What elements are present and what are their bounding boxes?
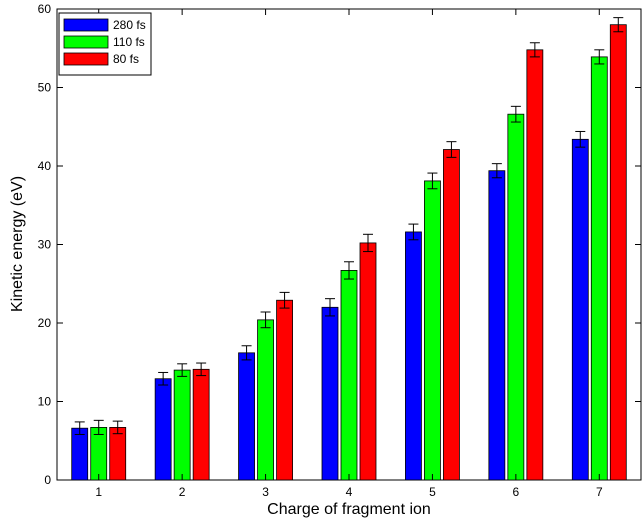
legend-label: 280 fs	[113, 18, 146, 32]
x-tick-label: 5	[429, 485, 436, 499]
x-tick-label: 3	[262, 485, 269, 499]
y-tick-label: 40	[38, 159, 52, 173]
x-tick-label: 6	[513, 485, 520, 499]
x-tick-label: 4	[346, 485, 353, 499]
bar	[443, 149, 460, 481]
bar	[405, 231, 422, 481]
y-tick-label: 20	[38, 316, 52, 330]
bar	[507, 113, 525, 481]
y-tick-label: 50	[38, 81, 52, 95]
y-tick-label: 30	[38, 238, 52, 252]
legend-swatch	[63, 52, 109, 66]
axes-layer: 0 10 20 30 40 50 60 1 2 3 4 5 6 7	[38, 2, 641, 499]
bar	[257, 319, 274, 481]
bar	[340, 270, 358, 481]
bar	[609, 24, 627, 481]
legend-label: 80 fs	[113, 52, 139, 66]
bars-layer	[71, 17, 627, 481]
legend-swatch	[63, 35, 109, 49]
y-tick-label: 0	[44, 473, 51, 487]
bar	[238, 352, 255, 481]
legend-label: 110 fs	[113, 35, 145, 49]
bar	[359, 242, 377, 481]
bar	[192, 368, 210, 481]
y-tick-label: 10	[38, 395, 52, 409]
x-tick-label: 2	[179, 485, 186, 499]
bar	[526, 49, 544, 481]
y-axis-label: Kinetic energy (eV)	[9, 176, 26, 312]
x-axis-label: Charge of fragment ion	[267, 501, 431, 518]
legend-swatch	[63, 18, 109, 32]
bar	[571, 138, 589, 481]
bar	[109, 427, 127, 481]
bar	[90, 427, 108, 481]
bar	[424, 180, 441, 481]
x-tick-label: 1	[95, 485, 102, 499]
bar	[71, 427, 89, 481]
legend: 280 fs 110 fs 80 fs	[58, 12, 152, 76]
y-tick-label: 60	[38, 2, 52, 16]
bar	[488, 170, 506, 481]
x-tick-label: 7	[596, 485, 603, 499]
bar	[276, 299, 293, 481]
bar	[154, 378, 172, 481]
bar	[590, 56, 608, 481]
bar	[173, 369, 191, 481]
bar	[321, 306, 339, 481]
